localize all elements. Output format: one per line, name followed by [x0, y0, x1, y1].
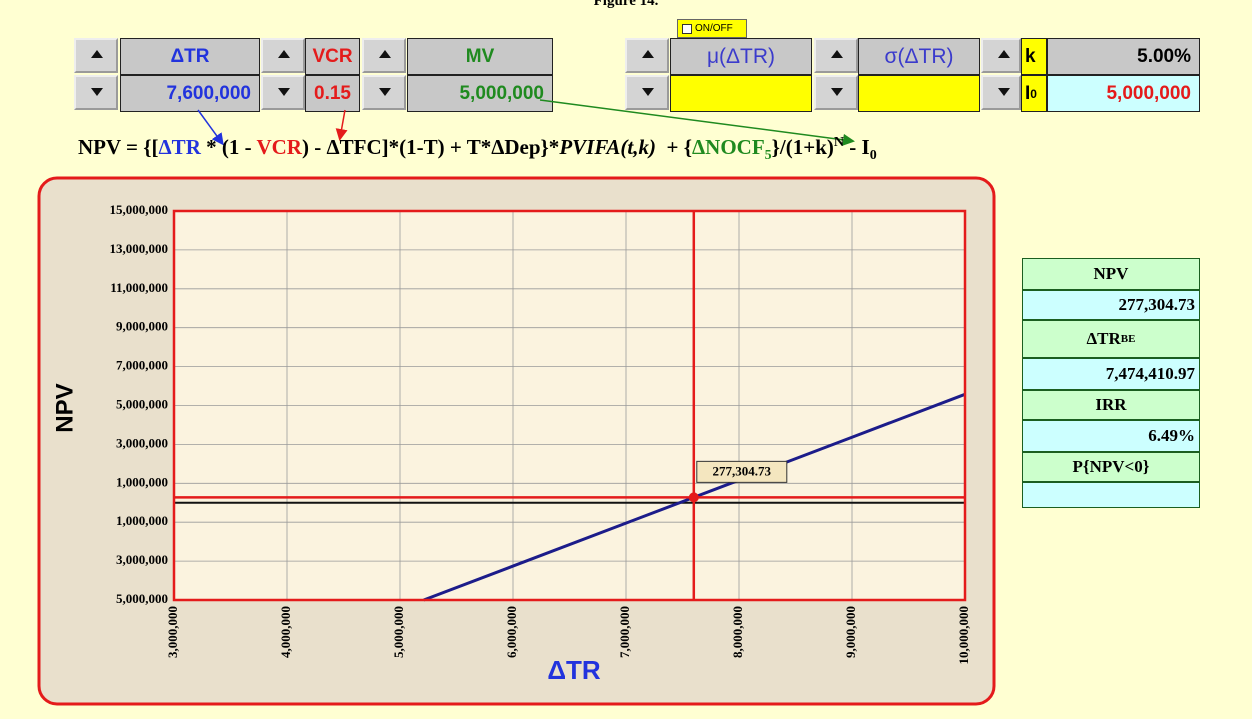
result-label: P{NPV<0} — [1022, 452, 1200, 482]
spin-down[interactable] — [625, 75, 669, 110]
spin-up[interactable] — [261, 38, 305, 73]
toggle-label: ON/OFF — [695, 23, 733, 34]
spin-up[interactable] — [814, 38, 858, 73]
y-tick-label: 7,000,000 — [116, 358, 168, 373]
result-value: 7,474,410.97 — [1022, 358, 1200, 390]
annotation-box — [696, 460, 788, 483]
x-tick-label: 4,000,000 — [278, 606, 293, 658]
result-label: ΔTR BE — [1022, 320, 1200, 358]
label: μ(ΔTR) — [670, 38, 812, 75]
x-tick-label: 8,000,000 — [730, 606, 745, 658]
y-tick-label: 11,000,000 — [110, 280, 168, 295]
formula-part: PVIFA(t,k) — [559, 135, 656, 159]
figure-title: Figure 14. — [593, 0, 659, 9]
formula-part: + { — [655, 135, 692, 159]
formula-sup: N — [833, 135, 845, 150]
y-tick-label: 1,000,000 — [116, 474, 168, 489]
spin-down[interactable] — [362, 75, 406, 110]
y-tick-label: 5,000,000 — [116, 396, 168, 411]
label: VCR — [305, 38, 360, 75]
y-tick-label: 3,000,000 — [116, 435, 168, 450]
y-tick-label: 5,000,000 — [116, 591, 168, 606]
data-line — [423, 392, 966, 602]
result-value — [1022, 482, 1200, 508]
y-tick-label: 15,000,000 — [110, 202, 169, 217]
spin-down[interactable] — [814, 75, 858, 110]
label-text: ΔTR — [1086, 329, 1121, 348]
label: k — [1021, 38, 1047, 75]
result-value: 6.49% — [1022, 420, 1200, 452]
formula: NPV = {[ΔTR * (1 - VCR) - ΔTFC]*(1-T) + … — [78, 135, 877, 164]
x-axis-title: ΔTR — [547, 655, 601, 685]
formula-part: ΔTR — [158, 135, 201, 159]
label: MV — [407, 38, 553, 75]
input[interactable] — [670, 75, 812, 112]
x-tick-label: 5,000,000 — [391, 606, 406, 658]
result-value: 277,304.73 — [1022, 290, 1200, 320]
value: 0.15 — [305, 75, 360, 112]
value: 5.00% — [1047, 38, 1200, 75]
spin-up[interactable] — [74, 38, 118, 73]
spin-up[interactable] — [625, 38, 669, 73]
label: σ(ΔTR) — [858, 38, 980, 75]
formula-part: - I — [844, 135, 870, 159]
formula-part: NPV = {[ — [78, 135, 159, 159]
spin-down[interactable] — [261, 75, 305, 110]
x-tick-label: 10,000,000 — [956, 606, 971, 665]
formula-part: * (1 - — [200, 135, 257, 159]
value: 7,600,000 — [120, 75, 260, 112]
y-tick-label: 3,000,000 — [116, 552, 168, 567]
spin-down[interactable] — [981, 75, 1021, 110]
label-sub: 0 — [1030, 86, 1037, 101]
arrow — [539, 99, 855, 146]
y-tick-label: 13,000,000 — [110, 241, 169, 256]
spin-down[interactable] — [74, 75, 118, 110]
checkbox[interactable] — [682, 23, 692, 34]
crosshair-point — [688, 492, 699, 503]
x-tick-label: 3,000,000 — [165, 606, 180, 658]
formula-part: VCR — [256, 135, 302, 159]
formula-sub: 5 — [764, 148, 772, 164]
result-label: NPV — [1022, 258, 1200, 290]
x-tick-label: 7,000,000 — [617, 606, 632, 658]
result-label: IRR — [1022, 390, 1200, 420]
value: 5,000,000 — [1047, 75, 1200, 112]
value: 5,000,000 — [407, 75, 553, 112]
x-tick-label: 6,000,000 — [504, 606, 519, 658]
label-sub: BE — [1120, 333, 1136, 345]
annotation: 277,304.73 — [713, 463, 772, 478]
formula-part: ) - ΔTFC]*(1-T) + T*ΔDep}* — [301, 135, 560, 159]
label: ΔTR — [120, 38, 260, 75]
y-tick-label: 1,000,000 — [116, 513, 168, 528]
spin-up[interactable] — [362, 38, 406, 73]
formula-part: ΔNOCF — [691, 135, 765, 159]
formula-part: }/(1+k) — [771, 135, 834, 159]
arrow — [197, 109, 224, 146]
label-text: I — [1025, 82, 1031, 104]
y-axis-title: NPV — [51, 383, 78, 432]
input[interactable] — [858, 75, 980, 112]
formula-sub: 0 — [869, 148, 877, 164]
x-tick-label: 9,000,000 — [843, 606, 858, 658]
spin-up[interactable] — [981, 38, 1021, 73]
plot-frame — [172, 209, 967, 602]
toggle[interactable]: ON/OFF — [677, 19, 747, 38]
y-tick-label: 9,000,000 — [116, 319, 168, 334]
arrow — [335, 109, 348, 141]
